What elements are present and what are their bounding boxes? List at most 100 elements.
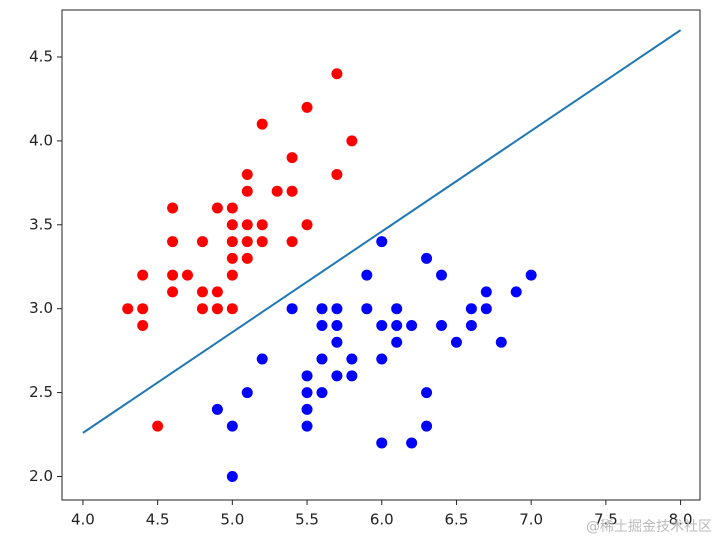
point bbox=[137, 303, 149, 315]
point bbox=[286, 185, 298, 197]
point bbox=[331, 303, 343, 315]
point bbox=[256, 118, 268, 130]
point bbox=[122, 303, 134, 315]
plot-frame bbox=[61, 9, 701, 501]
y-tick-label: 2.5 bbox=[29, 383, 53, 401]
point bbox=[167, 269, 179, 281]
point bbox=[226, 269, 238, 281]
point bbox=[391, 303, 403, 315]
point bbox=[301, 370, 313, 382]
point bbox=[301, 403, 313, 415]
y-tick-label: 3.5 bbox=[29, 215, 53, 233]
point bbox=[167, 236, 179, 248]
point bbox=[406, 319, 418, 331]
point bbox=[376, 319, 388, 331]
point bbox=[226, 219, 238, 231]
point bbox=[256, 236, 268, 248]
point bbox=[152, 420, 164, 432]
point bbox=[436, 319, 448, 331]
point bbox=[331, 336, 343, 348]
x-tick-label: 5.0 bbox=[220, 511, 244, 529]
point bbox=[211, 202, 223, 214]
point bbox=[480, 303, 492, 315]
point bbox=[226, 471, 238, 483]
point bbox=[211, 303, 223, 315]
point bbox=[226, 202, 238, 214]
watermark: @稀土掘金技术社区 bbox=[586, 519, 712, 535]
point bbox=[465, 303, 477, 315]
point bbox=[331, 68, 343, 80]
point bbox=[316, 353, 328, 365]
x-tick-label: 6.0 bbox=[370, 511, 394, 529]
point bbox=[167, 202, 179, 214]
point bbox=[331, 319, 343, 331]
x-tick-label: 6.5 bbox=[445, 511, 469, 529]
point bbox=[226, 236, 238, 248]
point bbox=[256, 353, 268, 365]
point bbox=[286, 236, 298, 248]
point bbox=[376, 353, 388, 365]
point bbox=[137, 269, 149, 281]
point bbox=[241, 168, 253, 180]
point bbox=[316, 319, 328, 331]
point bbox=[286, 152, 298, 164]
y-tick-label: 3.0 bbox=[29, 299, 53, 317]
point bbox=[316, 387, 328, 399]
point bbox=[167, 286, 179, 298]
point bbox=[137, 319, 149, 331]
point bbox=[495, 336, 507, 348]
point bbox=[376, 236, 388, 248]
point bbox=[346, 135, 358, 147]
fit-line bbox=[82, 29, 682, 434]
point bbox=[211, 286, 223, 298]
point bbox=[182, 269, 194, 281]
point bbox=[361, 303, 373, 315]
point bbox=[361, 269, 373, 281]
point bbox=[196, 303, 208, 315]
x-tick-label: 4.5 bbox=[146, 511, 170, 529]
x-tick-label: 7.0 bbox=[519, 511, 543, 529]
point bbox=[271, 185, 283, 197]
point bbox=[436, 269, 448, 281]
x-tick-label: 5.5 bbox=[295, 511, 319, 529]
y-tick-label: 4.5 bbox=[29, 47, 53, 65]
point bbox=[421, 387, 433, 399]
point bbox=[226, 420, 238, 432]
point bbox=[286, 303, 298, 315]
point bbox=[391, 319, 403, 331]
point bbox=[376, 437, 388, 449]
point bbox=[406, 437, 418, 449]
point bbox=[421, 252, 433, 264]
y-tick-label: 2.0 bbox=[29, 467, 53, 485]
y-tick-label: 4.0 bbox=[29, 131, 53, 149]
point bbox=[480, 286, 492, 298]
point bbox=[301, 420, 313, 432]
point bbox=[510, 286, 522, 298]
point bbox=[465, 319, 477, 331]
point bbox=[301, 101, 313, 113]
point bbox=[226, 252, 238, 264]
point bbox=[316, 303, 328, 315]
point bbox=[346, 370, 358, 382]
point bbox=[256, 219, 268, 231]
point bbox=[241, 387, 253, 399]
point bbox=[241, 185, 253, 197]
x-tick-label: 8.0 bbox=[669, 511, 693, 529]
point bbox=[211, 403, 223, 415]
x-tick-label: 4.0 bbox=[71, 511, 95, 529]
point bbox=[301, 387, 313, 399]
point bbox=[241, 219, 253, 231]
point bbox=[331, 168, 343, 180]
point bbox=[196, 286, 208, 298]
point bbox=[421, 420, 433, 432]
point bbox=[226, 303, 238, 315]
point bbox=[241, 236, 253, 248]
x-tick-label: 7.5 bbox=[594, 511, 618, 529]
point bbox=[391, 336, 403, 348]
point bbox=[525, 269, 537, 281]
point bbox=[346, 353, 358, 365]
point bbox=[196, 236, 208, 248]
point bbox=[241, 252, 253, 264]
